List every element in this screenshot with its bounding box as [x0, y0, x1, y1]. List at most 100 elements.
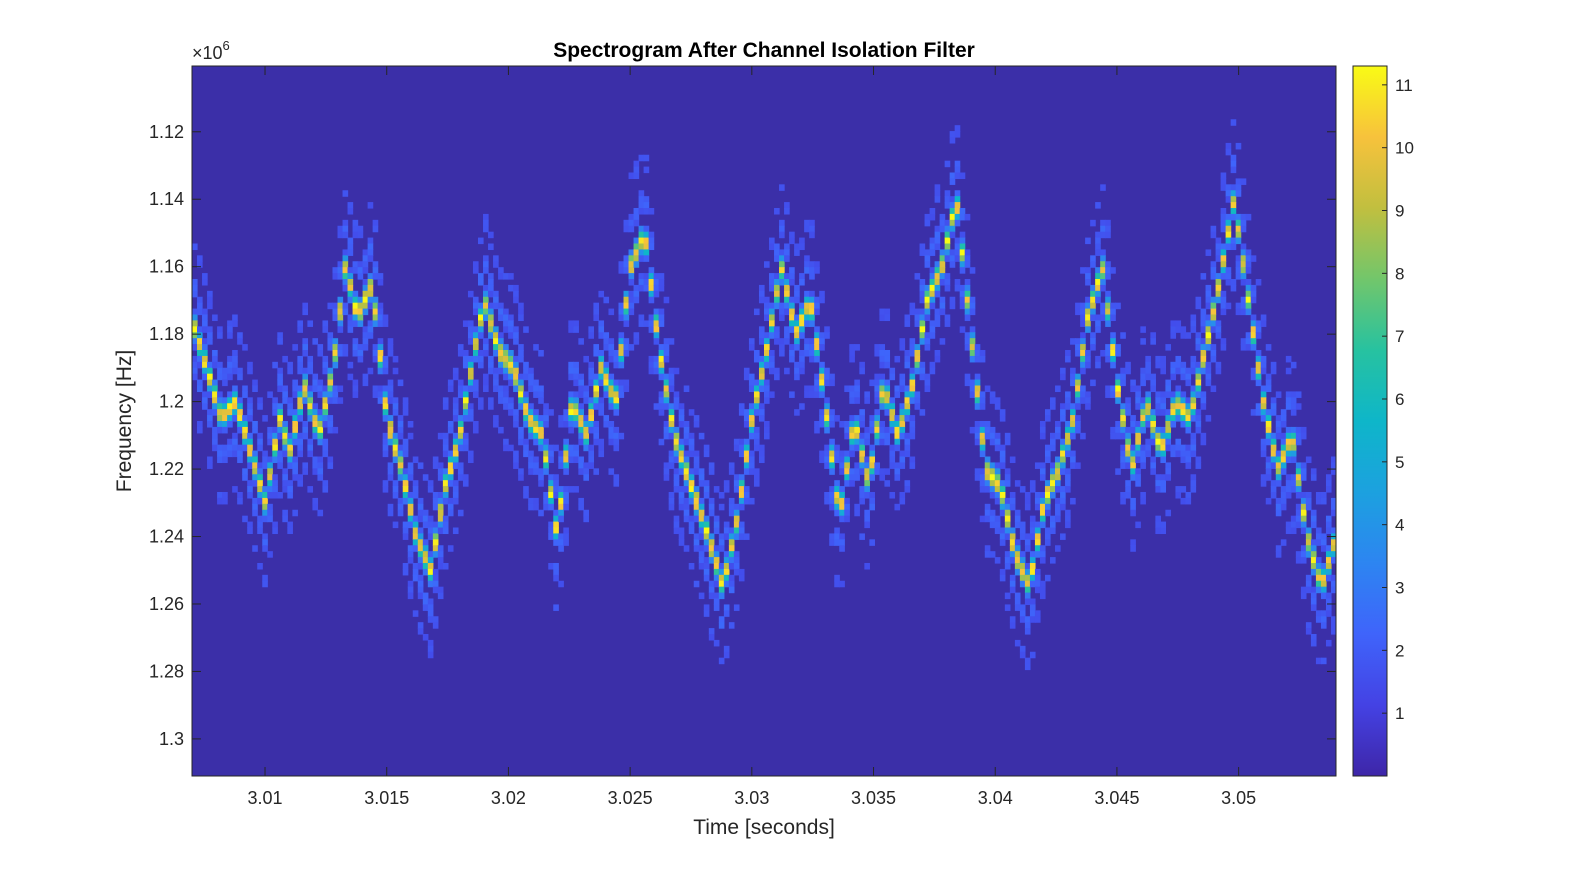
heatmap-cell	[1315, 657, 1322, 665]
heatmap-cell	[282, 468, 288, 475]
heatmap-cell	[809, 261, 815, 268]
heatmap-cell	[1205, 344, 1212, 351]
heatmap-cell	[919, 284, 926, 292]
heatmap-cell	[1019, 610, 1026, 617]
heatmap-cell	[377, 385, 384, 393]
heatmap-cell	[217, 367, 223, 375]
heatmap-cell	[1039, 557, 1046, 564]
heatmap-cell	[573, 456, 579, 464]
heatmap-cell	[427, 480, 434, 487]
heatmap-cell	[1295, 432, 1302, 440]
heatmap-cell	[1044, 527, 1051, 535]
heatmap-cell	[563, 409, 569, 416]
heatmap-cell	[508, 379, 514, 387]
heatmap-cell	[1160, 409, 1167, 416]
heatmap-cell	[1170, 373, 1177, 381]
heatmap-cell	[949, 255, 956, 262]
heatmap-cell	[688, 515, 695, 523]
heatmap-cell	[748, 385, 755, 393]
heatmap-cell	[1190, 450, 1197, 458]
heatmap-cell	[573, 379, 579, 387]
heatmap-cell	[1034, 492, 1041, 499]
heatmap-cell	[1130, 468, 1136, 475]
heatmap-cell	[979, 355, 986, 363]
heatmap-cell	[1290, 480, 1297, 487]
y-tick-label: 1.28	[149, 661, 184, 681]
heatmap-cell	[603, 338, 610, 345]
heatmap-cell	[914, 403, 921, 410]
heatmap-cell	[693, 492, 700, 499]
heatmap-cell	[277, 450, 283, 458]
heatmap-cell	[723, 480, 730, 487]
heatmap-cell	[367, 332, 374, 339]
heatmap-cell	[789, 308, 795, 316]
heatmap-cell	[1100, 184, 1106, 191]
heatmap-cell	[573, 326, 579, 333]
heatmap-cell	[202, 350, 208, 357]
heatmap-cell	[693, 545, 700, 552]
heatmap-cell	[643, 208, 650, 215]
heatmap-cell	[964, 255, 971, 262]
heatmap-cell	[683, 385, 690, 393]
heatmap-cell	[422, 598, 429, 606]
heatmap-cell	[1250, 409, 1257, 416]
heatmap-cell	[919, 243, 926, 251]
heatmap-cell	[959, 296, 966, 304]
heatmap-cell	[964, 379, 971, 387]
heatmap-cell	[267, 462, 273, 469]
heatmap-cell	[859, 367, 865, 375]
heatmap-cell	[472, 350, 479, 357]
heatmap-cell	[949, 202, 956, 209]
heatmap-cell	[613, 361, 620, 369]
heatmap-cell	[488, 314, 494, 322]
heatmap-cell	[1320, 563, 1327, 570]
heatmap-cell	[1195, 385, 1202, 393]
heatmap-cell	[879, 403, 886, 410]
heatmap-cell	[794, 290, 800, 298]
heatmap-cell	[869, 444, 875, 452]
heatmap-cell	[1135, 403, 1141, 410]
heatmap-cell	[1230, 208, 1237, 215]
heatmap-cell	[794, 249, 800, 256]
heatmap-cell	[954, 213, 961, 221]
heatmap-cell	[533, 456, 539, 464]
heatmap-cell	[1029, 486, 1036, 493]
heatmap-cell	[1024, 628, 1031, 635]
heatmap-cell	[1019, 568, 1026, 576]
heatmap-cell	[658, 308, 665, 316]
heatmap-cell	[1240, 255, 1247, 262]
heatmap-cell	[1220, 184, 1227, 191]
heatmap-cell	[1240, 296, 1247, 304]
heatmap-cell	[312, 385, 319, 393]
heatmap-cell	[758, 284, 765, 292]
heatmap-cell	[207, 361, 213, 369]
heatmap-cell	[779, 338, 785, 345]
heatmap-cell	[809, 308, 815, 316]
heatmap-cell	[447, 450, 454, 458]
heatmap-cell	[457, 474, 464, 481]
heatmap-cell	[1029, 521, 1036, 529]
heatmap-cell	[508, 409, 514, 416]
heatmap-cell	[1275, 426, 1282, 434]
heatmap-cell	[342, 279, 349, 286]
heatmap-cell	[1285, 367, 1292, 375]
heatmap-cell	[257, 521, 263, 529]
heatmap-cell	[307, 320, 314, 327]
heatmap-cell	[789, 296, 795, 304]
heatmap-cell	[1215, 361, 1222, 369]
heatmap-cell	[437, 557, 444, 564]
heatmap-cell	[432, 527, 439, 535]
heatmap-cell	[257, 480, 263, 487]
heatmap-cell	[1130, 385, 1136, 393]
heatmap-cell	[1215, 284, 1222, 292]
heatmap-cell	[553, 539, 559, 546]
heatmap-cell	[1310, 521, 1317, 529]
heatmap-cell	[1024, 580, 1031, 588]
heatmap-cell	[1200, 326, 1207, 333]
heatmap-cell	[774, 284, 780, 292]
heatmap-cell	[854, 415, 860, 422]
heatmap-cell	[1185, 444, 1192, 452]
heatmap-cell	[934, 196, 941, 203]
heatmap-cell	[357, 314, 364, 322]
heatmap-cell	[663, 338, 670, 345]
